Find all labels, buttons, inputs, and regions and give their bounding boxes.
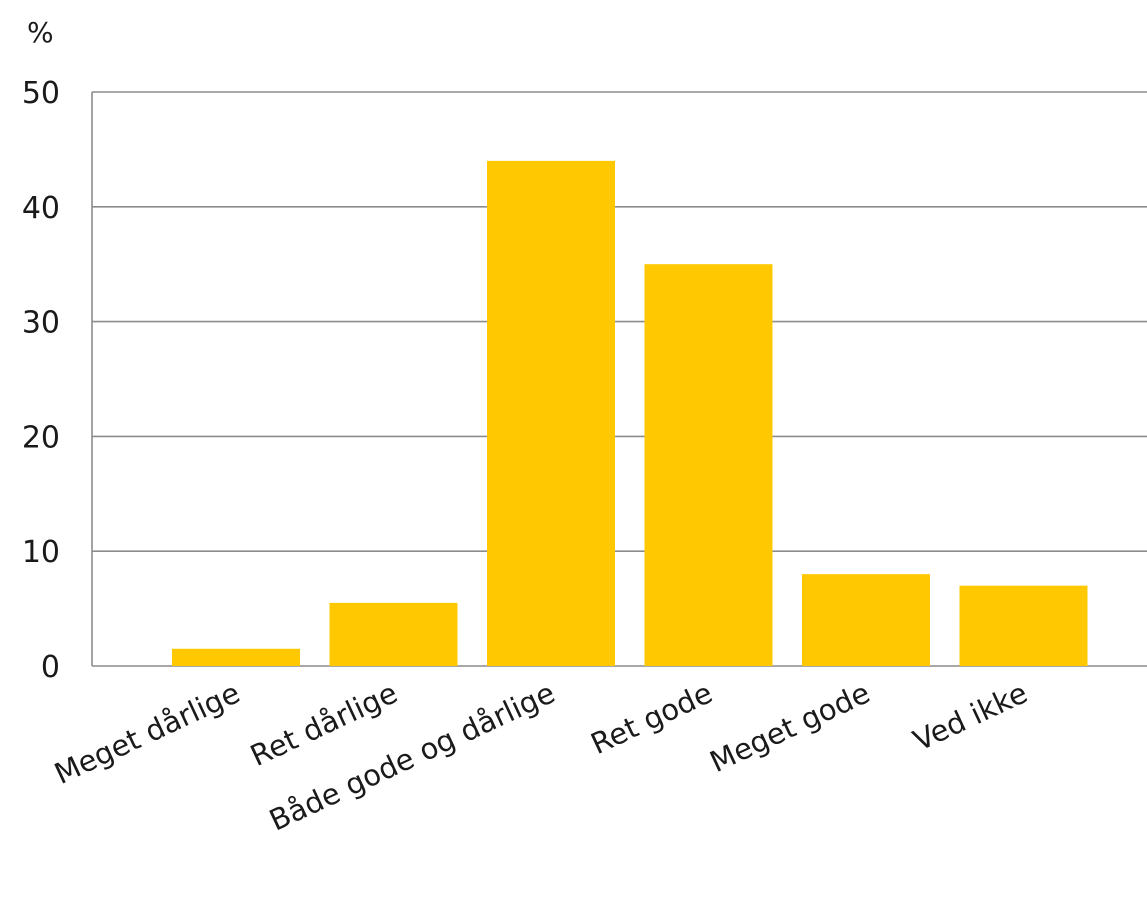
y-tick-label: 30 — [22, 306, 60, 341]
y-axis-unit-label: % — [27, 16, 54, 49]
bar — [172, 648, 300, 666]
y-tick-label: 40 — [22, 191, 60, 226]
y-tick-label: 0 — [41, 650, 60, 685]
x-tick-label: Meget gode — [705, 676, 875, 780]
bars — [172, 160, 1088, 666]
x-tick-label: Ved ikke — [908, 676, 1032, 758]
gridlines — [92, 91, 1147, 667]
y-axis-ticks: 0 10 20 30 40 50 — [22, 76, 60, 685]
x-tick-label: Både gode og dårlige — [264, 676, 560, 838]
bar — [802, 574, 930, 666]
bar — [329, 602, 458, 666]
y-tick-label: 20 — [22, 420, 60, 455]
x-tick-label: Ret gode — [586, 676, 718, 762]
x-tick-label: Meget dårlige — [49, 676, 245, 791]
bar — [959, 585, 1088, 666]
bar — [644, 264, 773, 666]
y-tick-label: 50 — [22, 76, 60, 111]
y-tick-label: 10 — [22, 535, 60, 570]
bar — [487, 160, 615, 666]
